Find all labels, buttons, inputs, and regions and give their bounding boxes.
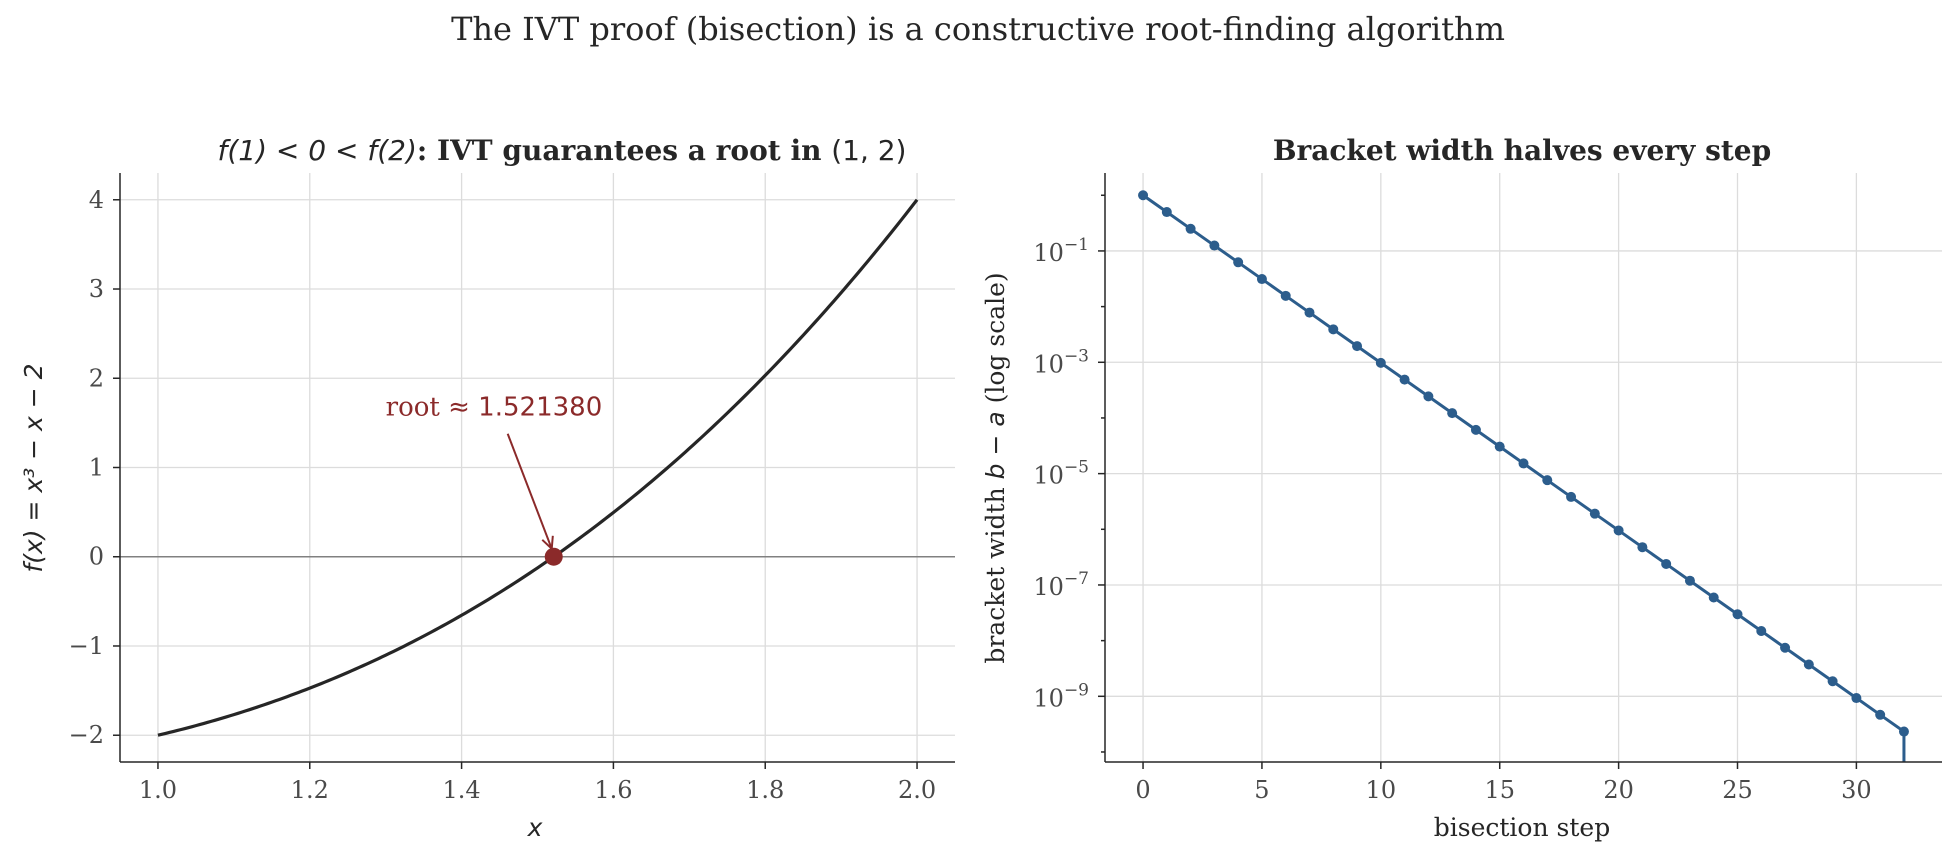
left-x-tick-label: 1.6: [594, 776, 632, 804]
bracket-width-point: [1589, 508, 1600, 519]
bracket-width-point: [1708, 592, 1719, 603]
left-y-axis-label: f(x) = x³ − x − 2: [19, 363, 48, 572]
right-y-tick-label: 10−1: [1033, 235, 1089, 267]
left-title-bold: : IVT guarantees a root in: [417, 134, 831, 167]
left-y-tick-label: 4: [89, 186, 104, 214]
left-y-tick-label: 0: [89, 543, 104, 571]
right-grid: [1105, 173, 1942, 762]
left-y-ticks: −2 −1 0 1 2 3 4: [69, 186, 120, 749]
bracket-width-point: [1423, 391, 1434, 402]
left-y-tick-label: −1: [69, 632, 104, 660]
left-x-tick-label: 1.8: [746, 776, 784, 804]
right-x-tick-label: 30: [1841, 776, 1872, 804]
figure-suptitle: The IVT proof (bisection) is a construct…: [451, 10, 1505, 48]
left-x-tick-label: 2.0: [898, 776, 936, 804]
right-y-tick-label: 10−3: [1033, 346, 1089, 378]
root-annotation-value: ≈ 1.521380: [448, 393, 602, 423]
right-y-axis-label: bracket width b − a (log scale): [981, 272, 1010, 663]
bracket-width-point: [1780, 642, 1791, 653]
bracket-width-point: [1827, 676, 1838, 687]
bracket-width-point: [1542, 475, 1553, 486]
bracket-width-point: [1756, 625, 1767, 636]
bracket-width-point: [1875, 709, 1886, 720]
right-x-tick-label: 10: [1366, 776, 1397, 804]
right-panel-title: Bracket width halves every step: [1273, 134, 1771, 167]
right-x-ticks: 0 5 10 15 20 25 30: [1135, 762, 1872, 804]
right-x-tick-label: 15: [1484, 776, 1515, 804]
bracket-width-point: [1233, 257, 1244, 268]
bracket-width-point: [1375, 357, 1386, 368]
bracket-width-point: [1399, 374, 1410, 385]
root-marker: [544, 547, 563, 566]
bracket-width-point: [1803, 659, 1814, 670]
left-x-tick-label: 1.4: [443, 776, 481, 804]
right-x-tick-label: 0: [1135, 776, 1150, 804]
bracket-width-point: [1566, 491, 1577, 502]
left-x-tick-label: 1.2: [291, 776, 329, 804]
bracket-width-point: [1185, 223, 1196, 234]
function-curve: [157, 198, 919, 737]
bracket-width-point: [1851, 693, 1862, 704]
right-y-ticks: 10−1 10−3 10−5 10−7 10−9: [1033, 194, 1105, 753]
right-x-tick-label: 20: [1603, 776, 1634, 804]
bracket-width-point: [1352, 341, 1363, 352]
left-panel-title: f(1) < 0 < f(2): IVT guarantees a root i…: [218, 134, 907, 167]
left-x-axis-label: x: [527, 813, 543, 842]
left-title-math-left: f(1) < 0 < f(2): [218, 134, 417, 167]
right-x-tick-label: 5: [1254, 776, 1269, 804]
right-x-tick-label: 25: [1722, 776, 1753, 804]
bracket-width-point: [1494, 441, 1505, 452]
bracket-width-points: [1138, 190, 1909, 737]
right-y-label-prefix: bracket width: [981, 479, 1010, 663]
bracket-width-point: [1613, 525, 1624, 536]
left-x-tick-label: 1.0: [139, 776, 177, 804]
root-annotation-arrow: [506, 433, 553, 550]
left-grid: [120, 173, 955, 762]
bracket-width-point: [1518, 458, 1529, 469]
right-y-label-math: b − a: [981, 411, 1010, 479]
left-y-tick-label: 2: [89, 364, 104, 392]
bracket-width-point: [1328, 324, 1339, 335]
right-x-axis-label: bisection step: [1434, 813, 1610, 842]
left-y-tick-label: −2: [69, 721, 104, 749]
right-y-label-suffix: (log scale): [981, 272, 1010, 411]
bracket-width-point: [1280, 290, 1291, 301]
bracket-width-point: [1304, 307, 1315, 318]
bracket-width-point: [1447, 408, 1458, 419]
bracket-width-point: [1209, 240, 1220, 251]
left-y-tick-label: 1: [89, 454, 104, 482]
bracket-width-point: [1161, 207, 1172, 218]
right-spines: [1104, 173, 1942, 763]
bracket-width-point: [1898, 726, 1909, 737]
left-title-math-right: (1, 2): [831, 134, 906, 167]
bracket-width-point: [1637, 542, 1648, 553]
bracket-width-point: [1732, 609, 1743, 620]
bracket-width-point: [1470, 424, 1481, 435]
right-panel: 0 5 10 15 20 25 30 10−1 10−3 10−5 10−7 10−9 Bracke…: [981, 134, 1942, 842]
left-x-ticks: 1.0 1.2 1.4 1.6 1.8 2.0: [139, 762, 936, 804]
bracket-width-point: [1256, 274, 1267, 285]
bracket-width-point: [1138, 190, 1149, 201]
right-y-tick-label: 10−5: [1033, 458, 1089, 490]
right-y-tick-label: 10−7: [1033, 569, 1089, 601]
left-y-tick-label: 3: [89, 275, 104, 303]
root-annotation: root ≈ 1.521380: [386, 393, 603, 423]
bracket-width-line: [1142, 194, 1906, 762]
right-y-tick-label: 10−9: [1033, 680, 1089, 712]
bracket-width-point: [1684, 575, 1695, 586]
bracket-width-point: [1661, 558, 1672, 569]
root-annotation-prefix: root: [386, 393, 448, 423]
left-panel: 1.0 1.2 1.4 1.6 1.8 2.0 −2 −1 0 1 2 3 4 f(1) < 0 < …: [19, 134, 955, 842]
